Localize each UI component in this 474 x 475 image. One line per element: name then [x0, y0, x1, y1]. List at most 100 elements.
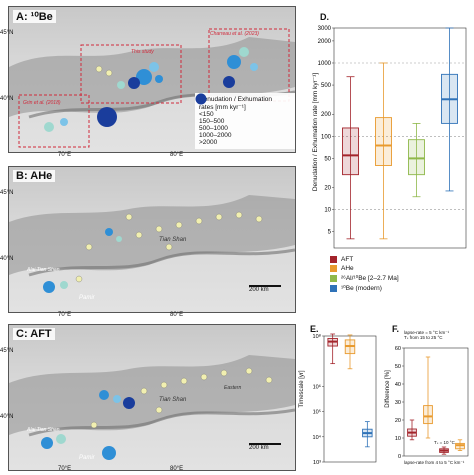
place-label-eastern: Eastern — [224, 385, 242, 391]
chart-e-ylabel: Timescale [yr] — [299, 370, 305, 408]
chart-d-ytick-label: 50 — [324, 156, 331, 162]
chart-f-annotation-3: lapse-rate from 4 to 5 °C km⁻¹ — [404, 460, 465, 465]
map-c-lon-70: 70°E — [58, 466, 72, 472]
chart-f-annotation-line: Tₛ from 15 to 25 °C — [404, 335, 443, 340]
box-body — [423, 405, 433, 425]
annotation-charreau: Charreau et al. (2023) — [210, 31, 259, 37]
box-body — [342, 127, 359, 176]
map-legend-item: >2000 — [195, 93, 291, 146]
box-1 — [344, 334, 356, 370]
map-a-markers — [44, 47, 258, 132]
place-label-alai: Alai Tian Shan — [27, 427, 60, 433]
scale-bar-b-label: 200 km — [249, 287, 269, 293]
chart-d-legend-swatch — [330, 256, 337, 263]
chart-e-ytick-label: 10⁸ — [313, 333, 321, 340]
chart-d-legend: AFT AHe ²⁶Al/¹⁰Be [2–2.7 Ma] ¹⁰Be (modern) — [330, 256, 399, 294]
map-b-markers — [43, 211, 263, 293]
map-legend-item-label: >2000 — [199, 139, 218, 146]
chart-d-ytick-label: 2000 — [318, 39, 332, 45]
chart-f-ytick-label: 0 — [398, 454, 401, 460]
chart-e-ytick-label: 10⁶ — [313, 383, 321, 390]
chart-d-ytick-label: 10 — [324, 208, 331, 214]
map-b-lat-40: 40°N — [0, 256, 14, 262]
chart-d-ytick-label: 1000 — [318, 61, 332, 67]
chart-f-svg: 0 10 20 30 40 50 60 — [395, 346, 469, 460]
map-a-lon-80: 80°E — [170, 152, 184, 158]
chart-d-ylabel: Denudation / Exhumation rate [mm kyr⁻¹] — [312, 72, 319, 192]
map-legend-item: <150 — [198, 93, 291, 118]
chart-e: 10³ 10⁴ 10⁵ 10⁶ 10⁸ E. Timescale [yr] — [299, 322, 380, 470]
chart-e-ytick-label: 10⁵ — [313, 409, 321, 416]
chart-f-ytick-label: 60 — [395, 346, 401, 352]
place-label-tian-shan: Tian Shan — [159, 397, 187, 403]
chart-d-legend-item: AFT — [330, 256, 399, 263]
map-legend-item-label: 1000–2000 — [199, 132, 232, 139]
chart-d-panel-label: D. — [320, 12, 329, 22]
map-legend-item: 150–500 — [198, 93, 291, 125]
map-b-lon-80: 80°E — [170, 312, 184, 318]
box-0 — [342, 76, 359, 240]
chart-f-annotation-1: lapse-rate = 5 °C km⁻¹ Tₛ from 15 to 25 … — [404, 330, 449, 340]
scale-bar-c: 200 km — [249, 443, 281, 451]
place-label-alai: Alai Tian Shan — [27, 267, 60, 273]
chart-d-legend-item: ²⁶Al/¹⁰Be [2–2.7 Ma] — [330, 274, 399, 282]
map-a-lat-40: 40°N — [0, 96, 14, 102]
map-legend: Denudation / Exhumation rates [mm kyr⁻¹]… — [195, 93, 295, 149]
chart-d-ytick-label: 200 — [321, 112, 332, 118]
chart-f-ylabel: Difference [%] — [385, 370, 391, 408]
chart-f: 0 10 20 30 40 50 60 F. Difference [%] lapse-ra… — [384, 322, 472, 470]
chart-f-ytick-label: 40 — [395, 382, 401, 388]
map-legend-title-2: rates [mm kyr⁻¹] — [199, 104, 246, 111]
box-0 — [407, 419, 417, 441]
map-c-terrain — [9, 355, 295, 460]
chart-d-legend-label: ¹⁰Be (modern) — [341, 285, 382, 292]
chart-d-legend-item: ¹⁰Be (modern) — [330, 284, 399, 292]
box-body — [375, 117, 392, 166]
box-1 — [423, 356, 433, 439]
box-body — [408, 139, 425, 176]
chart-d-legend-swatch — [330, 265, 337, 272]
box-2 — [362, 421, 373, 448]
chart-d-ytick-label: 20 — [324, 186, 331, 192]
panel-b-title: B: AHe — [13, 170, 56, 182]
chart-d-legend-swatch — [330, 274, 337, 282]
map-legend-title-1: Denudation / Exhumation — [199, 96, 272, 103]
chart-f-annotation-2: Tₛ = 10 °C — [434, 440, 455, 445]
map-b-terrain — [9, 195, 295, 293]
box-0 — [327, 333, 338, 365]
map-legend-item: 1000–2000 — [196, 93, 291, 139]
scale-bar-b: 200 km — [249, 285, 281, 293]
annotation-this-study: This study — [131, 49, 154, 55]
place-label-tian-shan: Tian Shan — [159, 237, 187, 243]
map-b-lat-45: 45°N — [0, 190, 14, 196]
map-c-lat-40: 40°N — [0, 414, 14, 420]
map-legend-item-label: 500–1000 — [199, 125, 228, 132]
box-1 — [375, 62, 392, 240]
map-legend-item: 500–1000 — [197, 93, 291, 132]
chart-d-legend-label: ²⁶Al/¹⁰Be [2–2.7 Ma] — [341, 275, 399, 282]
box-2 — [439, 446, 449, 455]
place-label-pamir: Pamir — [79, 295, 95, 301]
map-b-lon-70: 70°E — [58, 312, 72, 318]
chart-d-legend-item: AHe — [330, 265, 399, 272]
chart-f-ytick-label: 30 — [395, 400, 401, 406]
chart-d-ytick-label: 500 — [321, 83, 332, 89]
map-a-lat-45: 45°N — [0, 30, 14, 36]
map-c-markers — [41, 367, 273, 460]
map-legend-item-label: 150–500 — [199, 118, 225, 125]
chart-d-svg: 5 10 20 50 100 200 500 1000 2000 3000 — [318, 26, 467, 249]
chart-f-ytick-label: 10 — [395, 436, 401, 442]
chart-e-ytick-label: 10⁴ — [313, 434, 322, 441]
box-3 — [455, 439, 465, 452]
map-panel-a: A: ¹⁰Be This study Charreau et al. (2023… — [8, 6, 296, 153]
chart-d-frame — [333, 27, 467, 249]
chart-d: 5 10 20 50 100 200 500 1000 2000 3000 D. Denudati… — [300, 8, 470, 308]
map-legend-item-label: <150 — [199, 111, 214, 118]
map-panel-c: C: AFT Tian Shan Pamir Eastern Alai Tian… — [8, 324, 296, 471]
chart-e-ytick-label: 10³ — [313, 460, 321, 466]
panel-c-title: C: AFT — [13, 328, 55, 340]
annotation-grin: Grin et al. (2018) — [23, 100, 61, 106]
map-a-lon-70: 70°E — [58, 152, 72, 158]
chart-d-legend-swatch — [330, 284, 337, 292]
chart-f-ytick-label: 20 — [395, 418, 401, 424]
